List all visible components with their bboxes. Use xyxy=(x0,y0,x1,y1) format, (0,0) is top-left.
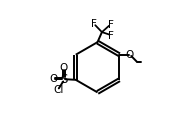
Text: Cl: Cl xyxy=(53,85,63,95)
Text: O: O xyxy=(49,74,57,84)
Text: O: O xyxy=(60,63,68,73)
Text: F: F xyxy=(107,20,113,30)
Text: F: F xyxy=(108,31,114,41)
Text: F: F xyxy=(91,19,97,29)
Text: O: O xyxy=(126,50,134,60)
Text: S: S xyxy=(60,73,68,86)
